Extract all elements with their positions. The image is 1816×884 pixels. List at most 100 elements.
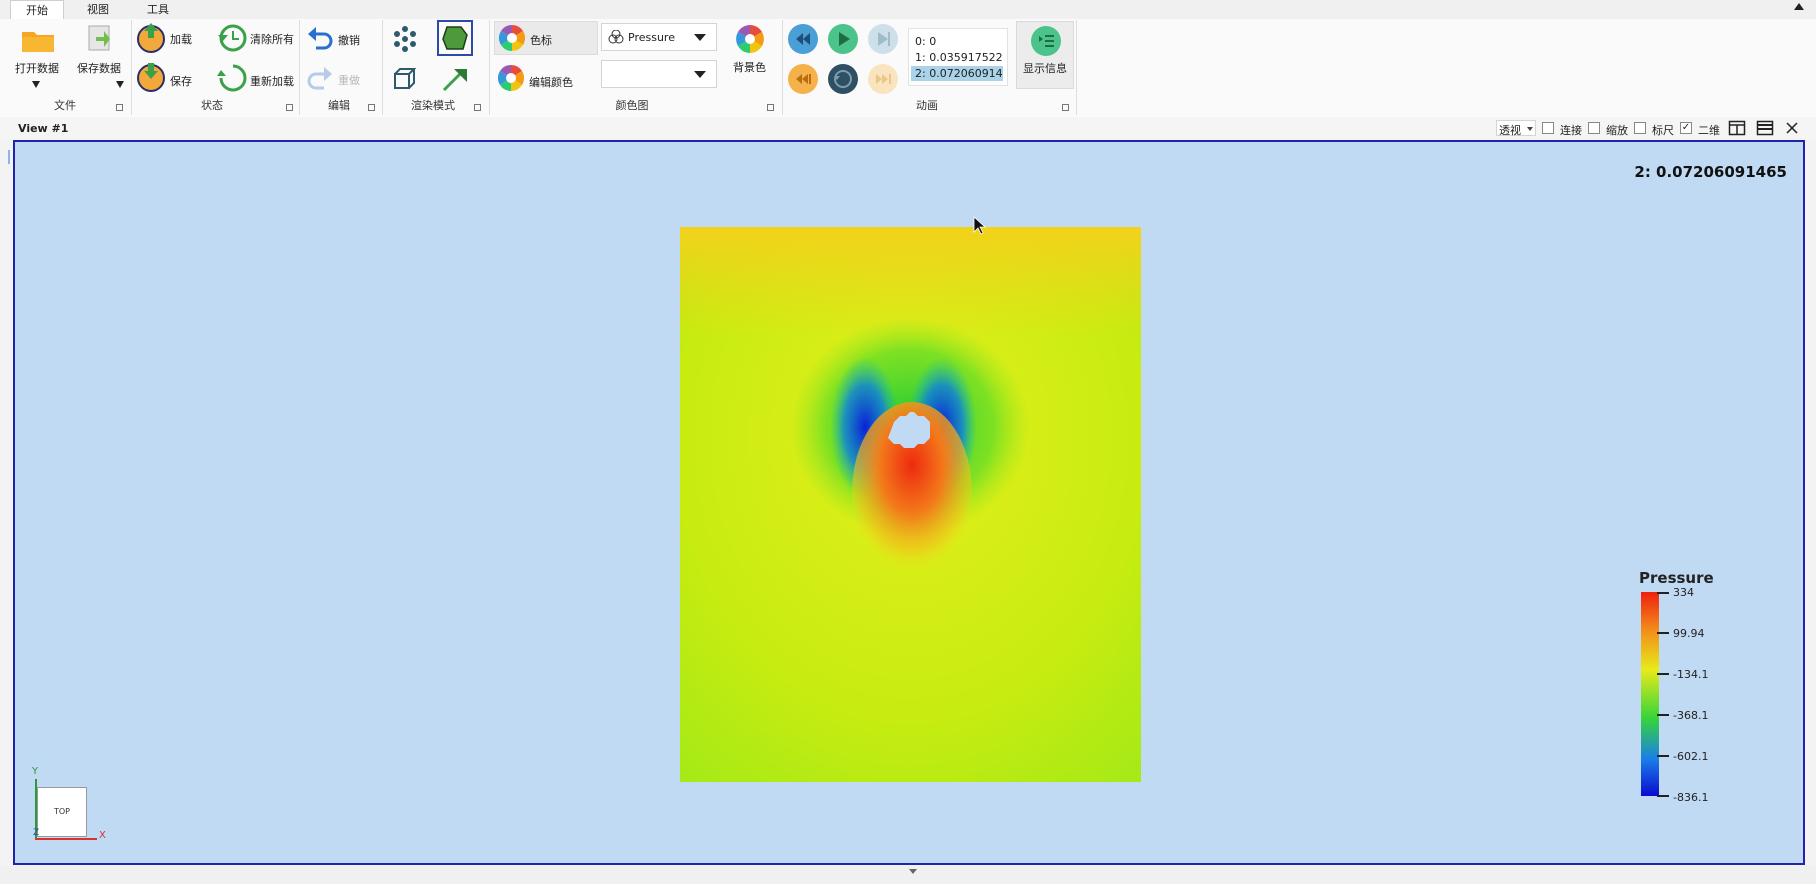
- file-group-label: 文件: [54, 99, 76, 112]
- 2d-label: 二维: [1698, 124, 1720, 137]
- ruler-label: 标尺: [1652, 124, 1674, 137]
- background-color-button[interactable]: 背景色: [728, 21, 772, 81]
- save-state-button[interactable]: 保存: [135, 61, 205, 95]
- edit-group-label: 编辑: [328, 99, 350, 112]
- folder-icon: [22, 32, 54, 52]
- show-info-button[interactable]: 显示信息: [1016, 21, 1074, 89]
- save-icon: [137, 63, 165, 92]
- tab-tools[interactable]: 工具: [147, 3, 169, 16]
- colorbar-label: -602.1: [1673, 750, 1709, 763]
- tab-view[interactable]: 视图: [87, 3, 109, 16]
- open-data-dropdown-icon[interactable]: [32, 81, 40, 88]
- separator: [1076, 20, 1077, 115]
- collapse-ribbon-icon[interactable]: [1794, 3, 1804, 10]
- animation-group-label: 动画: [916, 99, 938, 112]
- play-icon: [839, 32, 850, 46]
- projection-select[interactable]: 透视: [1496, 120, 1536, 137]
- separator: [131, 20, 132, 115]
- state-group-expand-icon[interactable]: [286, 104, 293, 111]
- render-group-expand-icon[interactable]: [474, 104, 481, 111]
- timestep-item-selected[interactable]: 2: 0.072060914...: [911, 66, 1003, 81]
- clear-all-button[interactable]: 清除所有: [216, 21, 296, 55]
- reload-button[interactable]: 重新加载: [216, 61, 296, 95]
- wireframe-mode-button[interactable]: [390, 64, 420, 94]
- timestep-item[interactable]: 0: 0: [915, 35, 937, 48]
- zoom-checkbox[interactable]: [1588, 122, 1600, 134]
- load-state-button[interactable]: 加载: [135, 21, 205, 55]
- show-info-label: 显示信息: [1023, 62, 1067, 75]
- info-list-icon: [1031, 26, 1061, 56]
- chevron-down-icon[interactable]: [909, 869, 917, 874]
- colorbar-tick: [1657, 755, 1669, 757]
- redo-icon: [307, 67, 332, 90]
- points-icon: [394, 26, 416, 52]
- timestep-list[interactable]: 0: 0 1: 0.035917522... 2: 0.072060914...: [908, 28, 1008, 86]
- undo-label: 撤销: [338, 34, 360, 47]
- surface-mode-button[interactable]: [437, 20, 473, 56]
- timestep-item[interactable]: 1: 0.035917522...: [915, 51, 1003, 64]
- first-frame-button[interactable]: [788, 24, 818, 54]
- play-button[interactable]: [828, 24, 858, 54]
- edit-color-button[interactable]: 编辑颜色: [494, 62, 598, 96]
- edit-group-expand-icon[interactable]: [368, 104, 375, 111]
- y-axis-label: Y: [32, 766, 39, 777]
- open-data-label: 打开数据: [15, 62, 59, 75]
- colorbar-label: 99.94: [1673, 627, 1705, 640]
- split-vertical-icon[interactable]: [1756, 120, 1774, 136]
- zoom-label: 缩放: [1606, 124, 1628, 137]
- field-select[interactable]: Pressure: [601, 23, 717, 51]
- file-group-expand-icon[interactable]: [116, 104, 123, 111]
- vector-mode-button[interactable]: [440, 64, 470, 94]
- loop-button[interactable]: [828, 64, 858, 94]
- separator: [782, 20, 783, 115]
- separator: [299, 20, 300, 115]
- close-view-icon[interactable]: [1784, 120, 1800, 136]
- tab-start[interactable]: 开始: [10, 0, 64, 20]
- 2d-checkbox[interactable]: ✓: [1680, 122, 1692, 134]
- cube-icon: [394, 68, 417, 89]
- animation-group-expand-icon[interactable]: [1062, 104, 1069, 111]
- separator: [382, 20, 383, 115]
- ruler-checkbox[interactable]: [1634, 122, 1646, 134]
- link-checkbox[interactable]: [1542, 122, 1554, 134]
- orientation-axes[interactable]: TOP Y X Z: [27, 762, 117, 852]
- undo-icon: [308, 27, 333, 50]
- surface-icon: [442, 26, 468, 50]
- redo-button[interactable]: 重做: [306, 62, 366, 94]
- history-icon: [218, 24, 247, 52]
- colorbar-tick: [1657, 714, 1669, 716]
- field-select-value: Pressure: [628, 31, 675, 44]
- arrow-icon: [442, 69, 467, 92]
- color-wheel-icon: [498, 24, 526, 52]
- save-data-dropdown-icon[interactable]: [116, 81, 124, 88]
- points-mode-button[interactable]: [390, 24, 420, 54]
- fast-forward-button[interactable]: [868, 64, 898, 94]
- fast-forward-icon: [876, 74, 891, 84]
- next-frame-button[interactable]: [868, 24, 898, 54]
- palette-icon: [736, 25, 764, 53]
- colormap-group-expand-icon[interactable]: [767, 104, 774, 111]
- redo-label: 重做: [338, 74, 360, 87]
- colorbar-label: -836.1: [1673, 791, 1709, 804]
- save-data-label: 保存数据: [77, 62, 121, 75]
- render-viewport[interactable]: 2: 0.07206091465: [13, 140, 1805, 865]
- pressure-field-plot[interactable]: [680, 227, 1141, 782]
- component-select[interactable]: [601, 60, 717, 88]
- save-data-button[interactable]: 保存数据: [74, 24, 128, 114]
- undo-button[interactable]: 撤销: [306, 22, 366, 54]
- last-frame-back-button[interactable]: [788, 64, 818, 94]
- separator: [489, 20, 490, 115]
- state-group-label: 状态: [201, 99, 223, 112]
- rewind-icon: [796, 74, 811, 84]
- x-axis-line: [35, 838, 97, 840]
- colorbar-tick: [1657, 592, 1669, 594]
- reload-label: 重新加载: [250, 75, 294, 88]
- colorbar-title: Pressure: [1639, 569, 1714, 587]
- chevron-down-icon: [694, 71, 706, 78]
- orientation-cube: TOP: [37, 787, 87, 837]
- split-horizontal-icon[interactable]: [1728, 120, 1746, 136]
- open-data-button[interactable]: 打开数据: [12, 24, 64, 114]
- view-header: View #1 透视 连接 缩放 标尺 ✓ 二维: [0, 117, 1816, 139]
- colorbar-label: 334: [1673, 586, 1694, 599]
- colorbar-button[interactable]: 色标: [494, 21, 598, 55]
